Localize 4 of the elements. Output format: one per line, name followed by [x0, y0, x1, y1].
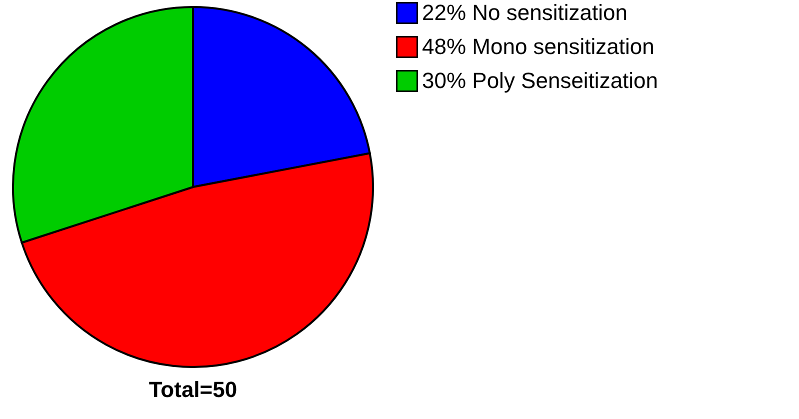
legend-label: 48% Mono sensitization	[422, 34, 654, 59]
legend-label: 30% Poly Senseitization	[422, 68, 658, 93]
legend-label: 22% No sensitization	[422, 0, 628, 25]
text: Total=50	[148, 377, 238, 402]
